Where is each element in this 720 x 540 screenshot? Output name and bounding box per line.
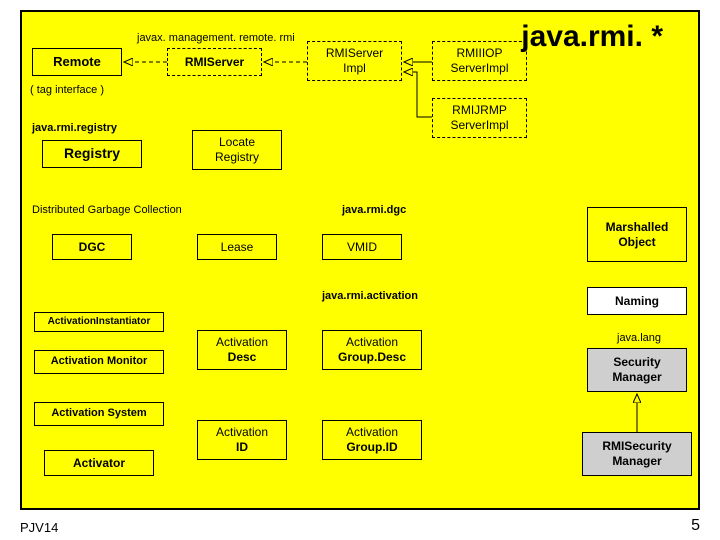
label-jmx: javax. management. remote. rmi [137,32,295,44]
rmisec-l1: RMISecurity [602,439,671,454]
actid-l2: ID [236,440,248,455]
box-rmiserverimpl: RMIServer Impl [307,41,402,81]
actdesc-l2: Desc [228,350,257,365]
footer-left: PJV14 [20,520,58,535]
actgid-l1: Activation [346,425,398,440]
rmiiiop-l2: ServerImpl [450,61,508,76]
locate-l2: Registry [215,150,259,165]
box-vmid: VMID [322,234,402,260]
rmijrmp-l2: ServerImpl [450,118,508,133]
box-rmijrmp: RMIJRMP ServerImpl [432,98,527,138]
label-activation-pkg: java.rmi.activation [322,290,418,302]
box-activation-groupid: Activation Group.ID [322,420,422,460]
slide-frame: java.rmi. * javax. management. remote. r… [20,10,700,510]
label-dgc-title: Distributed Garbage Collection [32,204,182,216]
locate-l1: Locate [219,135,255,150]
box-dgc: DGC [52,234,132,260]
box-naming: Naming [587,287,687,315]
actgid-l2: Group.ID [346,440,397,455]
rmiserverimpl-l2: Impl [343,61,366,76]
box-activation-groupdesc: Activation Group.Desc [322,330,422,370]
security-l1: Security [613,355,660,370]
box-registry: Registry [42,140,142,168]
actdesc-l1: Activation [216,335,268,350]
marshalled-l1: Marshalled [606,220,669,235]
rmiserverimpl-l1: RMIServer [326,46,383,61]
actgdesc-l2: Group.Desc [338,350,406,365]
box-activation-monitor: Activation Monitor [34,350,164,374]
label-tag-interface: ( tag interface ) [30,84,104,96]
label-dgc-pkg: java.rmi.dgc [342,204,406,216]
box-marshalled: Marshalled Object [587,207,687,262]
label-javalang: java.lang [617,332,661,344]
box-security-mgr: Security Manager [587,348,687,392]
slide-title: java.rmi. * [521,20,663,54]
box-lease: Lease [197,234,277,260]
box-activation-desc: Activation Desc [197,330,287,370]
security-l2: Manager [612,370,661,385]
rmisec-l2: Manager [612,454,661,469]
box-activation-id: Activation ID [197,420,287,460]
box-activation-system: Activation System [34,402,164,426]
box-locateregistry: Locate Registry [192,130,282,170]
box-rmiserver: RMIServer [167,48,262,76]
actgdesc-l1: Activation [346,335,398,350]
box-remote: Remote [32,48,122,76]
box-activator: Activator [44,450,154,476]
footer-right: 5 [691,517,700,535]
actid-l1: Activation [216,425,268,440]
box-activation-instantiator: ActivationInstantiator [34,312,164,332]
label-registry-pkg: java.rmi.registry [32,122,117,134]
box-rmiiiop: RMIIIOP ServerImpl [432,41,527,81]
box-rmisecurity-mgr: RMISecurity Manager [582,432,692,476]
rmijrmp-l1: RMIJRMP [452,103,507,118]
marshalled-l2: Object [618,235,655,250]
rmiiiop-l1: RMIIIOP [456,46,502,61]
